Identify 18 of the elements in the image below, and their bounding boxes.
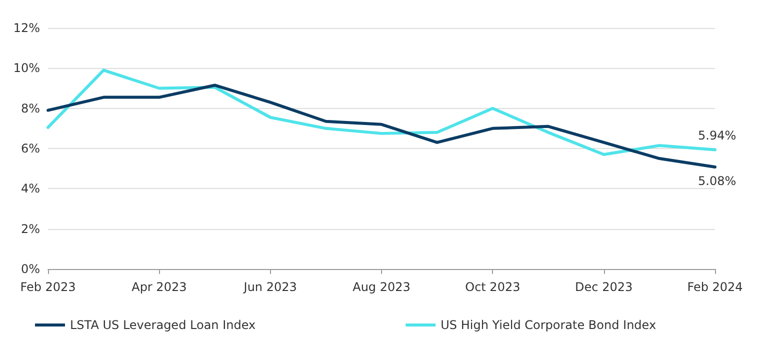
legend-label: LSTA US Leveraged Loan Index	[70, 318, 256, 332]
y-tick-label: 4%	[20, 182, 40, 196]
x-tick-label: Feb 2023	[20, 280, 76, 294]
x-tick-label: Aug 2023	[352, 280, 410, 294]
y-tick-label: 2%	[20, 222, 40, 236]
x-tick-label: Feb 2024	[687, 280, 743, 294]
y-tick-label: 10%	[13, 61, 40, 76]
x-tick-label: Dec 2023	[575, 280, 633, 294]
y-tick-label: 8%	[20, 101, 40, 116]
y-tick-label: 0%	[20, 262, 40, 276]
x-tick-label: Oct 2023	[465, 280, 520, 294]
x-tick-label: Jun 2023	[242, 280, 297, 294]
legend-label: US High Yield Corporate Bond Index	[440, 318, 656, 332]
annotation: 5.08%	[698, 174, 736, 188]
annotation: 5.94%	[698, 128, 736, 143]
y-tick-label: 6%	[20, 142, 40, 156]
y-tick-label: 12%	[13, 21, 40, 35]
x-tick-label: Apr 2023	[132, 280, 187, 294]
